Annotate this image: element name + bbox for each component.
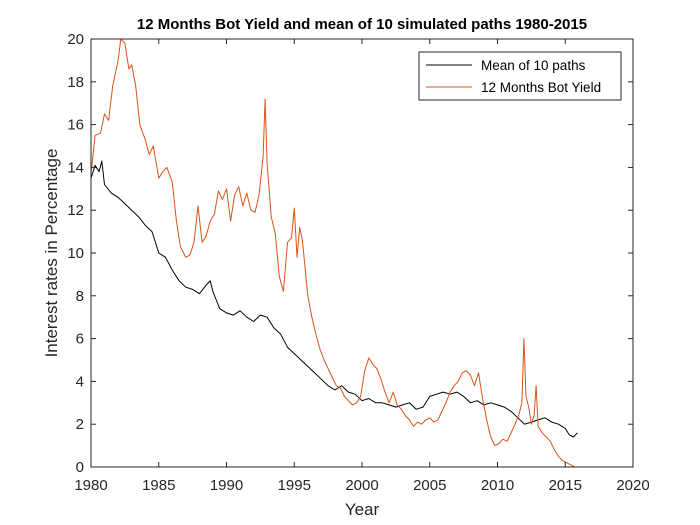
x-tick-label: 2010: [481, 477, 514, 494]
y-tick-label: 20: [67, 31, 84, 48]
tick-layer: 1980 1985 1990 1995 2000 2005 2010 2015 20200246…: [67, 31, 649, 494]
legend-label-bot-yield: 12 Months Bot Yield: [481, 80, 601, 95]
chart-title: 12 Months Bot Yield and mean of 10 simul…: [137, 16, 587, 33]
plot-background: [91, 39, 633, 467]
y-tick-label: 2: [76, 416, 84, 433]
legend-box: [418, 51, 622, 101]
series-line-mean-of-10-paths: [90, 160, 578, 438]
y-tick-label: 8: [76, 288, 84, 305]
y-tick-label: 4: [76, 373, 84, 390]
x-tick-label: 1980: [74, 477, 107, 494]
x-tick-label: 2020: [616, 477, 649, 494]
series-line-12-months-bot-yield: [90, 38, 575, 468]
y-tick-label: 18: [67, 74, 84, 91]
y-tick-label: 16: [67, 117, 84, 134]
y-tick-label: 6: [76, 331, 84, 348]
x-tick-label: 1990: [210, 477, 243, 494]
x-axis-label: Year: [345, 500, 380, 519]
x-tick-label: 2005: [413, 477, 446, 494]
y-tick-label: 10: [67, 245, 84, 262]
y-axis-label: Interest rates in Percentage: [42, 149, 61, 358]
legend: Mean of 10 paths 12 Months Bot Yield: [418, 51, 622, 101]
y-tick-label: 14: [67, 159, 84, 176]
series-layer: [90, 38, 578, 468]
y-tick-label: 0: [76, 459, 84, 476]
x-tick-label: 1995: [278, 477, 311, 494]
x-tick-label: 2000: [345, 477, 378, 494]
legend-label-mean: Mean of 10 paths: [481, 58, 586, 73]
y-tick-label: 12: [67, 202, 84, 219]
x-tick-label: 1985: [142, 477, 175, 494]
x-tick-label: 2015: [549, 477, 582, 494]
